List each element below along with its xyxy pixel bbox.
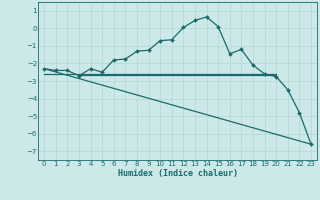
- X-axis label: Humidex (Indice chaleur): Humidex (Indice chaleur): [118, 169, 238, 178]
